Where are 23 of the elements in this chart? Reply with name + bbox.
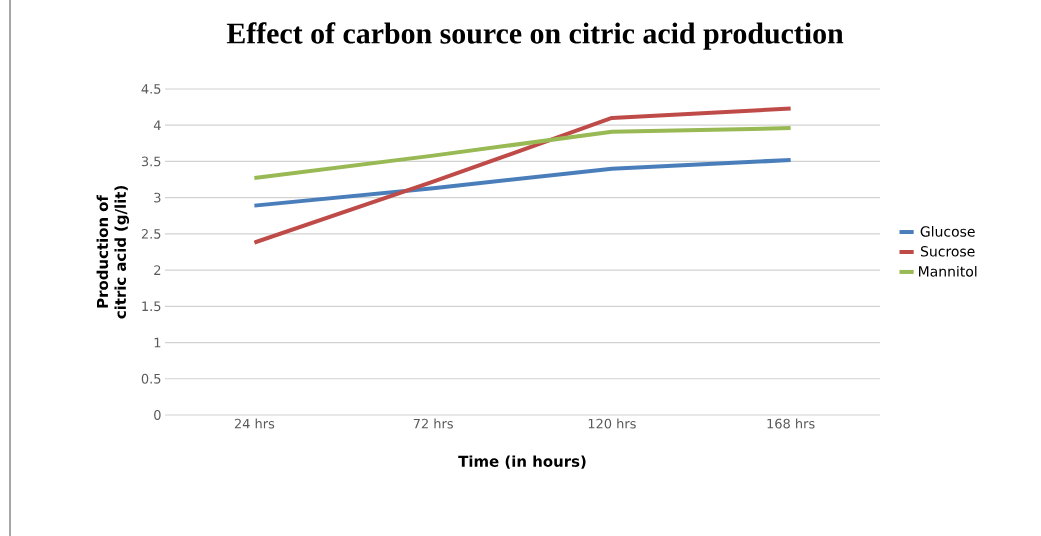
line-series	[252, 106, 793, 245]
legend-label: Mannitol	[919, 265, 977, 277]
legend-label: Sucrose	[921, 246, 975, 257]
line-series	[252, 157, 793, 208]
y-tick-label: 1.5	[142, 301, 161, 312]
legend-label: Glucose	[920, 225, 975, 237]
x-tick-label: 168 hrs	[767, 418, 815, 429]
y-tick-label: 3	[154, 192, 161, 203]
y-axis-title: Production of citric acid (g/lit)	[96, 186, 130, 319]
y-tick-label: 3.5	[141, 156, 161, 167]
x-tick-label: 24 hrs	[234, 418, 275, 429]
line-series	[252, 126, 793, 181]
chart-title: Effect of carbon source on citric acid production	[226, 22, 844, 50]
y-tick-label: 4.5	[141, 84, 161, 94]
x-axis-title: Time (in hours)	[458, 455, 586, 469]
y-tick-label: 1	[154, 337, 161, 348]
y-tick-label: 0.5	[141, 373, 161, 384]
x-tick-label: 72 hrs	[413, 418, 453, 429]
y-tick-label: 0	[154, 410, 161, 420]
y-tick-label: 2	[154, 265, 161, 275]
x-tick-label: 120 hrs	[588, 418, 636, 429]
y-tick-label: 4	[153, 120, 161, 130]
y-tick-label: 2.5	[141, 228, 161, 239]
